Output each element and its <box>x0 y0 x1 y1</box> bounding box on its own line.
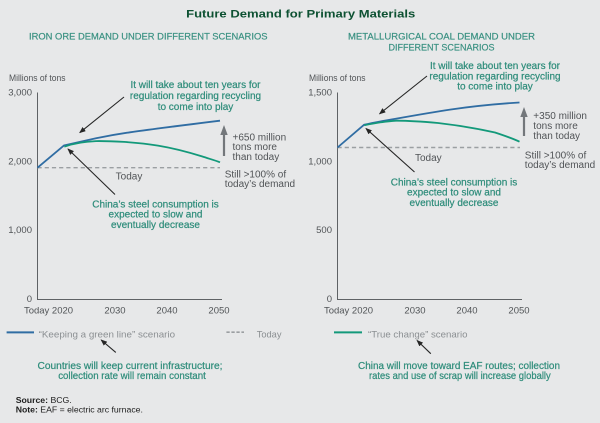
svg-text:to come into play: to come into play <box>158 102 234 113</box>
svg-text:IRON ORE DEMAND UNDER DIFFEREN: IRON ORE DEMAND UNDER DIFFERENT SCENARIO… <box>29 32 268 43</box>
svg-text:DIFFERENT SCENARIOS: DIFFERENT SCENARIOS <box>389 42 495 53</box>
svg-text:China will move toward EAF rou: China will move toward EAF routes; colle… <box>358 361 560 372</box>
svg-text:eventually decrease: eventually decrease <box>410 198 499 209</box>
svg-text:Millions of tons: Millions of tons <box>309 73 366 84</box>
svg-text:today’s demand: today’s demand <box>525 160 595 171</box>
svg-text:than today: than today <box>533 131 580 142</box>
svg-text:tons more: tons more <box>533 121 578 132</box>
svg-text:Today: Today <box>257 329 282 339</box>
svg-text:1,000: 1,000 <box>308 157 332 168</box>
svg-text:0: 0 <box>327 294 332 305</box>
svg-text:Note: EAF = electric arc furna: Note: EAF = electric arc furnace. <box>16 404 143 414</box>
svg-text:3,000: 3,000 <box>8 88 32 99</box>
svg-text:eventually decrease: eventually decrease <box>111 220 200 231</box>
svg-text:+350 million: +350 million <box>533 111 587 122</box>
svg-text:Today 2020: Today 2020 <box>324 306 373 317</box>
svg-text:collection rate will remain co: collection rate will remain constant <box>58 371 206 382</box>
svg-text:Millions of tons: Millions of tons <box>9 73 66 84</box>
svg-text:Source: BCG.: Source: BCG. <box>16 395 72 405</box>
svg-text:0: 0 <box>27 294 32 305</box>
svg-text:“Keeping a green line” scenari: “Keeping a green line” scenario <box>39 329 176 339</box>
svg-text:1,500: 1,500 <box>308 88 332 99</box>
svg-text:1,000: 1,000 <box>8 225 32 236</box>
svg-text:Future Demand for Primary Mate: Future Demand for Primary Materials <box>186 8 415 20</box>
svg-text:Today: Today <box>116 172 143 183</box>
svg-text:2040: 2040 <box>456 306 477 317</box>
svg-text:expected to slow and: expected to slow and <box>407 188 501 199</box>
svg-text:“True change” scenario: “True change” scenario <box>368 329 468 339</box>
svg-text:2030: 2030 <box>104 306 125 317</box>
svg-text:2050: 2050 <box>508 306 529 317</box>
svg-text:China’s steel consumption is: China’s steel consumption is <box>92 199 219 210</box>
svg-text:Countries will keep current in: Countries will keep current infrastructu… <box>38 361 223 372</box>
svg-text:500: 500 <box>316 225 332 236</box>
svg-text:rates and use of scrap will in: rates and use of scrap will increase glo… <box>369 371 551 382</box>
svg-text:+650 million: +650 million <box>233 132 287 143</box>
svg-text:regulation regarding recycling: regulation regarding recycling <box>429 71 560 82</box>
svg-text:It will take about ten years f: It will take about ten years for <box>430 61 561 72</box>
svg-text:than today: than today <box>233 152 280 163</box>
svg-text:Today: Today <box>415 153 442 164</box>
svg-text:regulation regarding recycling: regulation regarding recycling <box>130 91 261 102</box>
svg-text:China’s steel consumption is: China’s steel consumption is <box>391 177 518 188</box>
svg-text:2040: 2040 <box>156 306 177 317</box>
svg-text:Still >100% of: Still >100% of <box>225 169 287 180</box>
svg-text:It will take about ten years f: It will take about ten years for <box>130 80 261 91</box>
svg-text:2030: 2030 <box>404 306 425 317</box>
svg-text:Still >100% of: Still >100% of <box>525 150 587 161</box>
svg-text:today’s demand: today’s demand <box>225 179 295 190</box>
svg-text:expected to slow and: expected to slow and <box>109 210 203 221</box>
svg-text:2,000: 2,000 <box>8 157 32 168</box>
svg-text:to come into play: to come into play <box>457 82 533 93</box>
svg-text:tons more: tons more <box>233 142 278 153</box>
svg-text:2050: 2050 <box>208 306 229 317</box>
svg-text:METALLURGICAL COAL DEMAND UNDE: METALLURGICAL COAL DEMAND UNDER <box>348 32 535 43</box>
svg-text:Today 2020: Today 2020 <box>24 306 73 317</box>
